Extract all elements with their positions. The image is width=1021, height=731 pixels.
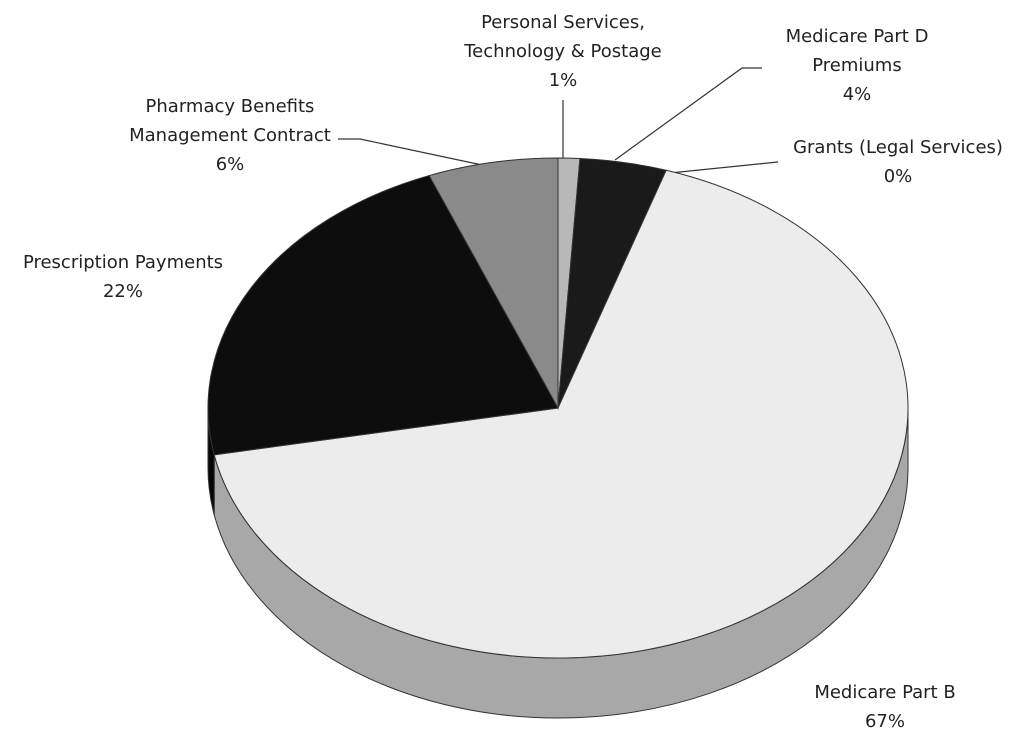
slice-label: Grants (Legal Services) 0% bbox=[758, 133, 1021, 191]
category-label: Personal Services, Technology & Postage bbox=[464, 12, 662, 62]
slice-label: Prescription Payments 22% bbox=[0, 248, 253, 306]
value-label: 4% bbox=[842, 84, 872, 105]
slice-label: Pharmacy Benefits Management Contract 6% bbox=[128, 92, 333, 179]
leader-line bbox=[669, 161, 779, 174]
category-label: Pharmacy Benefits Management Contract bbox=[129, 96, 331, 146]
value-label: 0% bbox=[883, 166, 913, 187]
slice bbox=[213, 169, 909, 659]
slice-label: Personal Services, Technology & Postage 1… bbox=[456, 8, 671, 95]
category-label: Medicare Part B bbox=[814, 682, 956, 703]
slice bbox=[428, 157, 559, 410]
category-label: Medicare Part D Premiums bbox=[785, 26, 929, 76]
value-label: 67% bbox=[864, 711, 905, 731]
value-label: 6% bbox=[215, 154, 245, 175]
slice-label: Medicare Part D Premiums 4% bbox=[772, 22, 942, 109]
category-label: Grants (Legal Services) bbox=[793, 137, 1003, 158]
value-label: 22% bbox=[102, 281, 143, 302]
leader-line bbox=[614, 67, 762, 161]
pie-tops bbox=[207, 157, 909, 659]
value-label: 1% bbox=[548, 70, 578, 91]
category-label: Prescription Payments bbox=[22, 252, 224, 273]
slice-label: Medicare Part B 67% bbox=[785, 678, 985, 731]
leader-line bbox=[338, 138, 483, 166]
slice bbox=[207, 174, 559, 456]
leader-lines bbox=[338, 67, 779, 174]
